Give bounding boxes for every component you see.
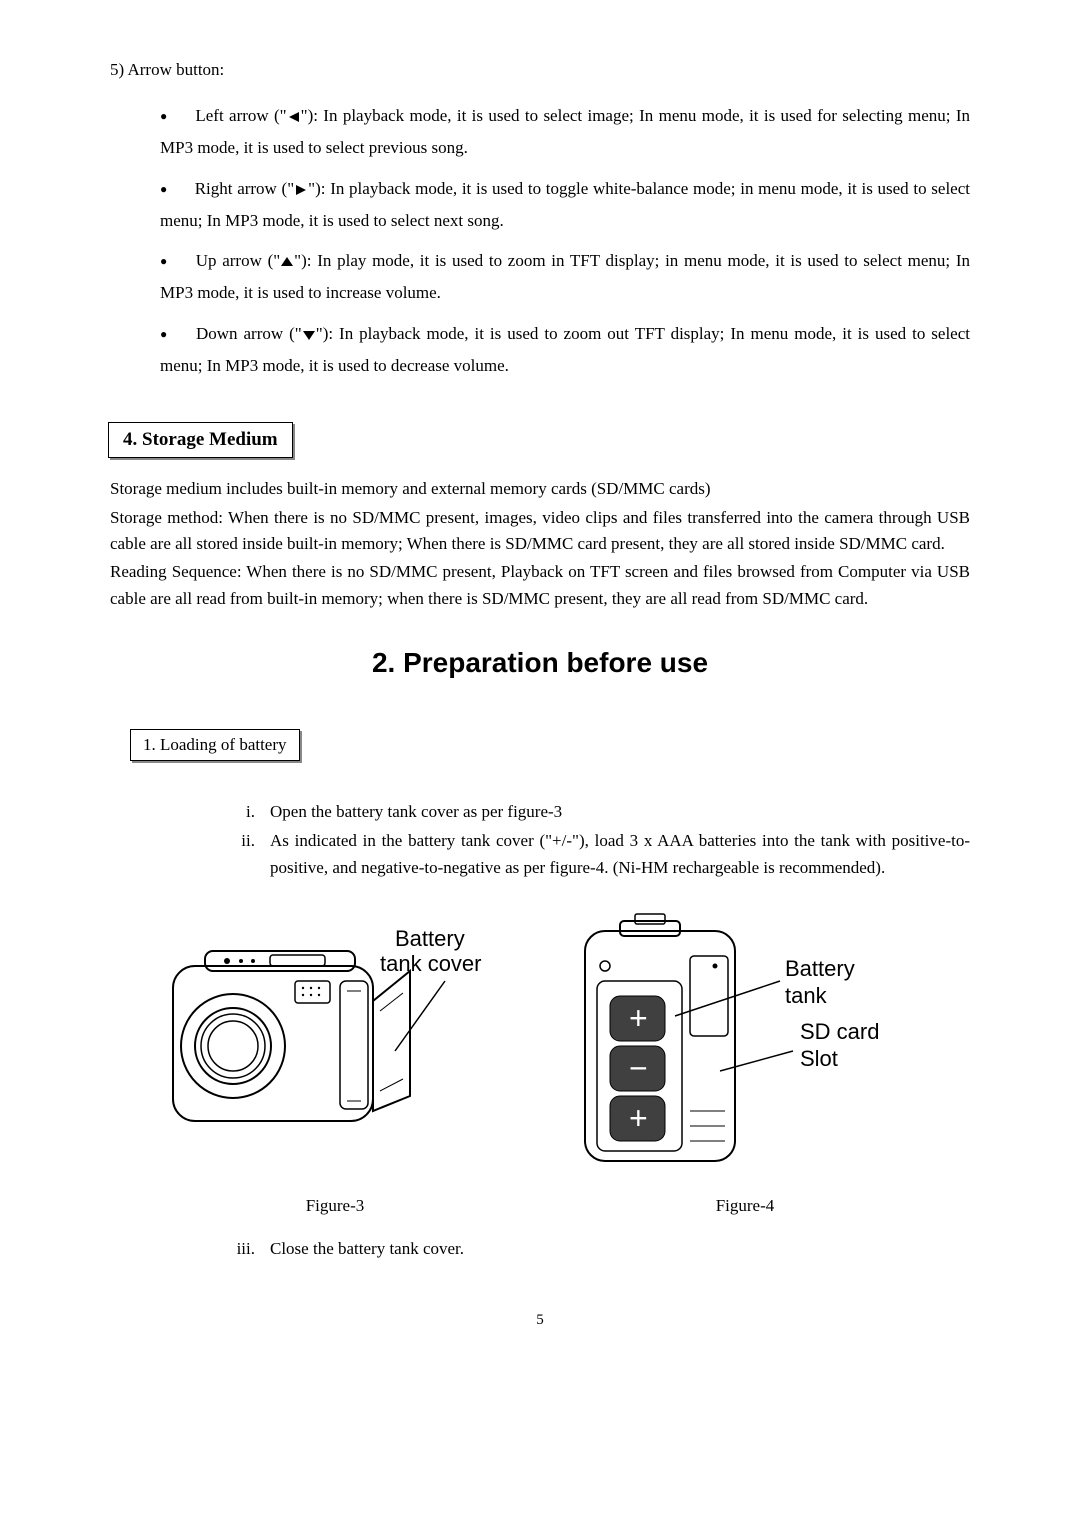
fig4-label4: Slot bbox=[800, 1046, 838, 1071]
battery-steps-cont: iii.Close the battery tank cover. bbox=[110, 1236, 970, 1262]
storage-p1: Storage medium includes built-in memory … bbox=[110, 476, 970, 502]
figure-4-caption: Figure-4 bbox=[565, 1196, 925, 1216]
figure-4: + − + Battery tank SD card Slot Figure-4 bbox=[565, 911, 925, 1216]
fig3-label2: tank cover bbox=[380, 951, 482, 976]
svg-text:+: + bbox=[629, 1000, 648, 1036]
svg-text:−: − bbox=[629, 1050, 648, 1086]
figure-4-svg: + − + Battery tank SD card Slot bbox=[565, 911, 925, 1181]
section-5-label: 5) Arrow button: bbox=[110, 60, 970, 80]
figures-row: Battery tank cover Figure-3 + bbox=[110, 911, 970, 1216]
battery-steps: i.Open the battery tank cover as per fig… bbox=[110, 799, 970, 881]
fig4-label2: tank bbox=[785, 983, 828, 1008]
loading-battery-label: 1. Loading of battery bbox=[143, 735, 287, 754]
figure-3-svg: Battery tank cover bbox=[155, 911, 515, 1181]
fig3-label1: Battery bbox=[395, 926, 465, 951]
figure-3: Battery tank cover Figure-3 bbox=[155, 911, 515, 1216]
arrow-button-section: 5) Arrow button: Left arrow (""): In pla… bbox=[110, 60, 970, 382]
storage-heading: 4. Storage Medium bbox=[123, 429, 278, 450]
arrow-button-list: Left arrow (""): In playback mode, it is… bbox=[110, 100, 970, 382]
up-arrow-icon bbox=[280, 256, 294, 268]
down-arrow-icon bbox=[302, 329, 316, 341]
storage-p2: Storage method: When there is no SD/MMC … bbox=[110, 505, 970, 558]
left-arrow-icon bbox=[287, 111, 301, 123]
arrow-up-item: Up arrow (""): In play mode, it is used … bbox=[160, 245, 970, 310]
svg-text:+: + bbox=[629, 1100, 648, 1136]
prep-heading: 2. Preparation before use bbox=[110, 647, 970, 679]
step-2: ii.As indicated in the battery tank cove… bbox=[210, 828, 970, 881]
storage-p3: Reading Sequence: When there is no SD/MM… bbox=[110, 559, 970, 612]
page-number: 5 bbox=[110, 1312, 970, 1329]
right-arrow-icon bbox=[294, 184, 308, 196]
fig4-label1: Battery bbox=[785, 956, 855, 981]
arrow-left-item: Left arrow (""): In playback mode, it is… bbox=[160, 100, 970, 165]
fig4-label3: SD card bbox=[800, 1019, 879, 1044]
step-1: i.Open the battery tank cover as per fig… bbox=[210, 799, 970, 825]
loading-battery-box: 1. Loading of battery bbox=[130, 729, 300, 761]
arrow-right-item: Right arrow (""): In playback mode, it i… bbox=[160, 173, 970, 238]
arrow-down-item: Down arrow (""): In playback mode, it is… bbox=[160, 318, 970, 383]
storage-text: Storage medium includes built-in memory … bbox=[110, 476, 970, 612]
storage-heading-box: 4. Storage Medium bbox=[108, 422, 293, 458]
figure-3-caption: Figure-3 bbox=[155, 1196, 515, 1216]
battery-cells: + − + bbox=[610, 996, 665, 1141]
step-3: iii.Close the battery tank cover. bbox=[210, 1236, 970, 1262]
